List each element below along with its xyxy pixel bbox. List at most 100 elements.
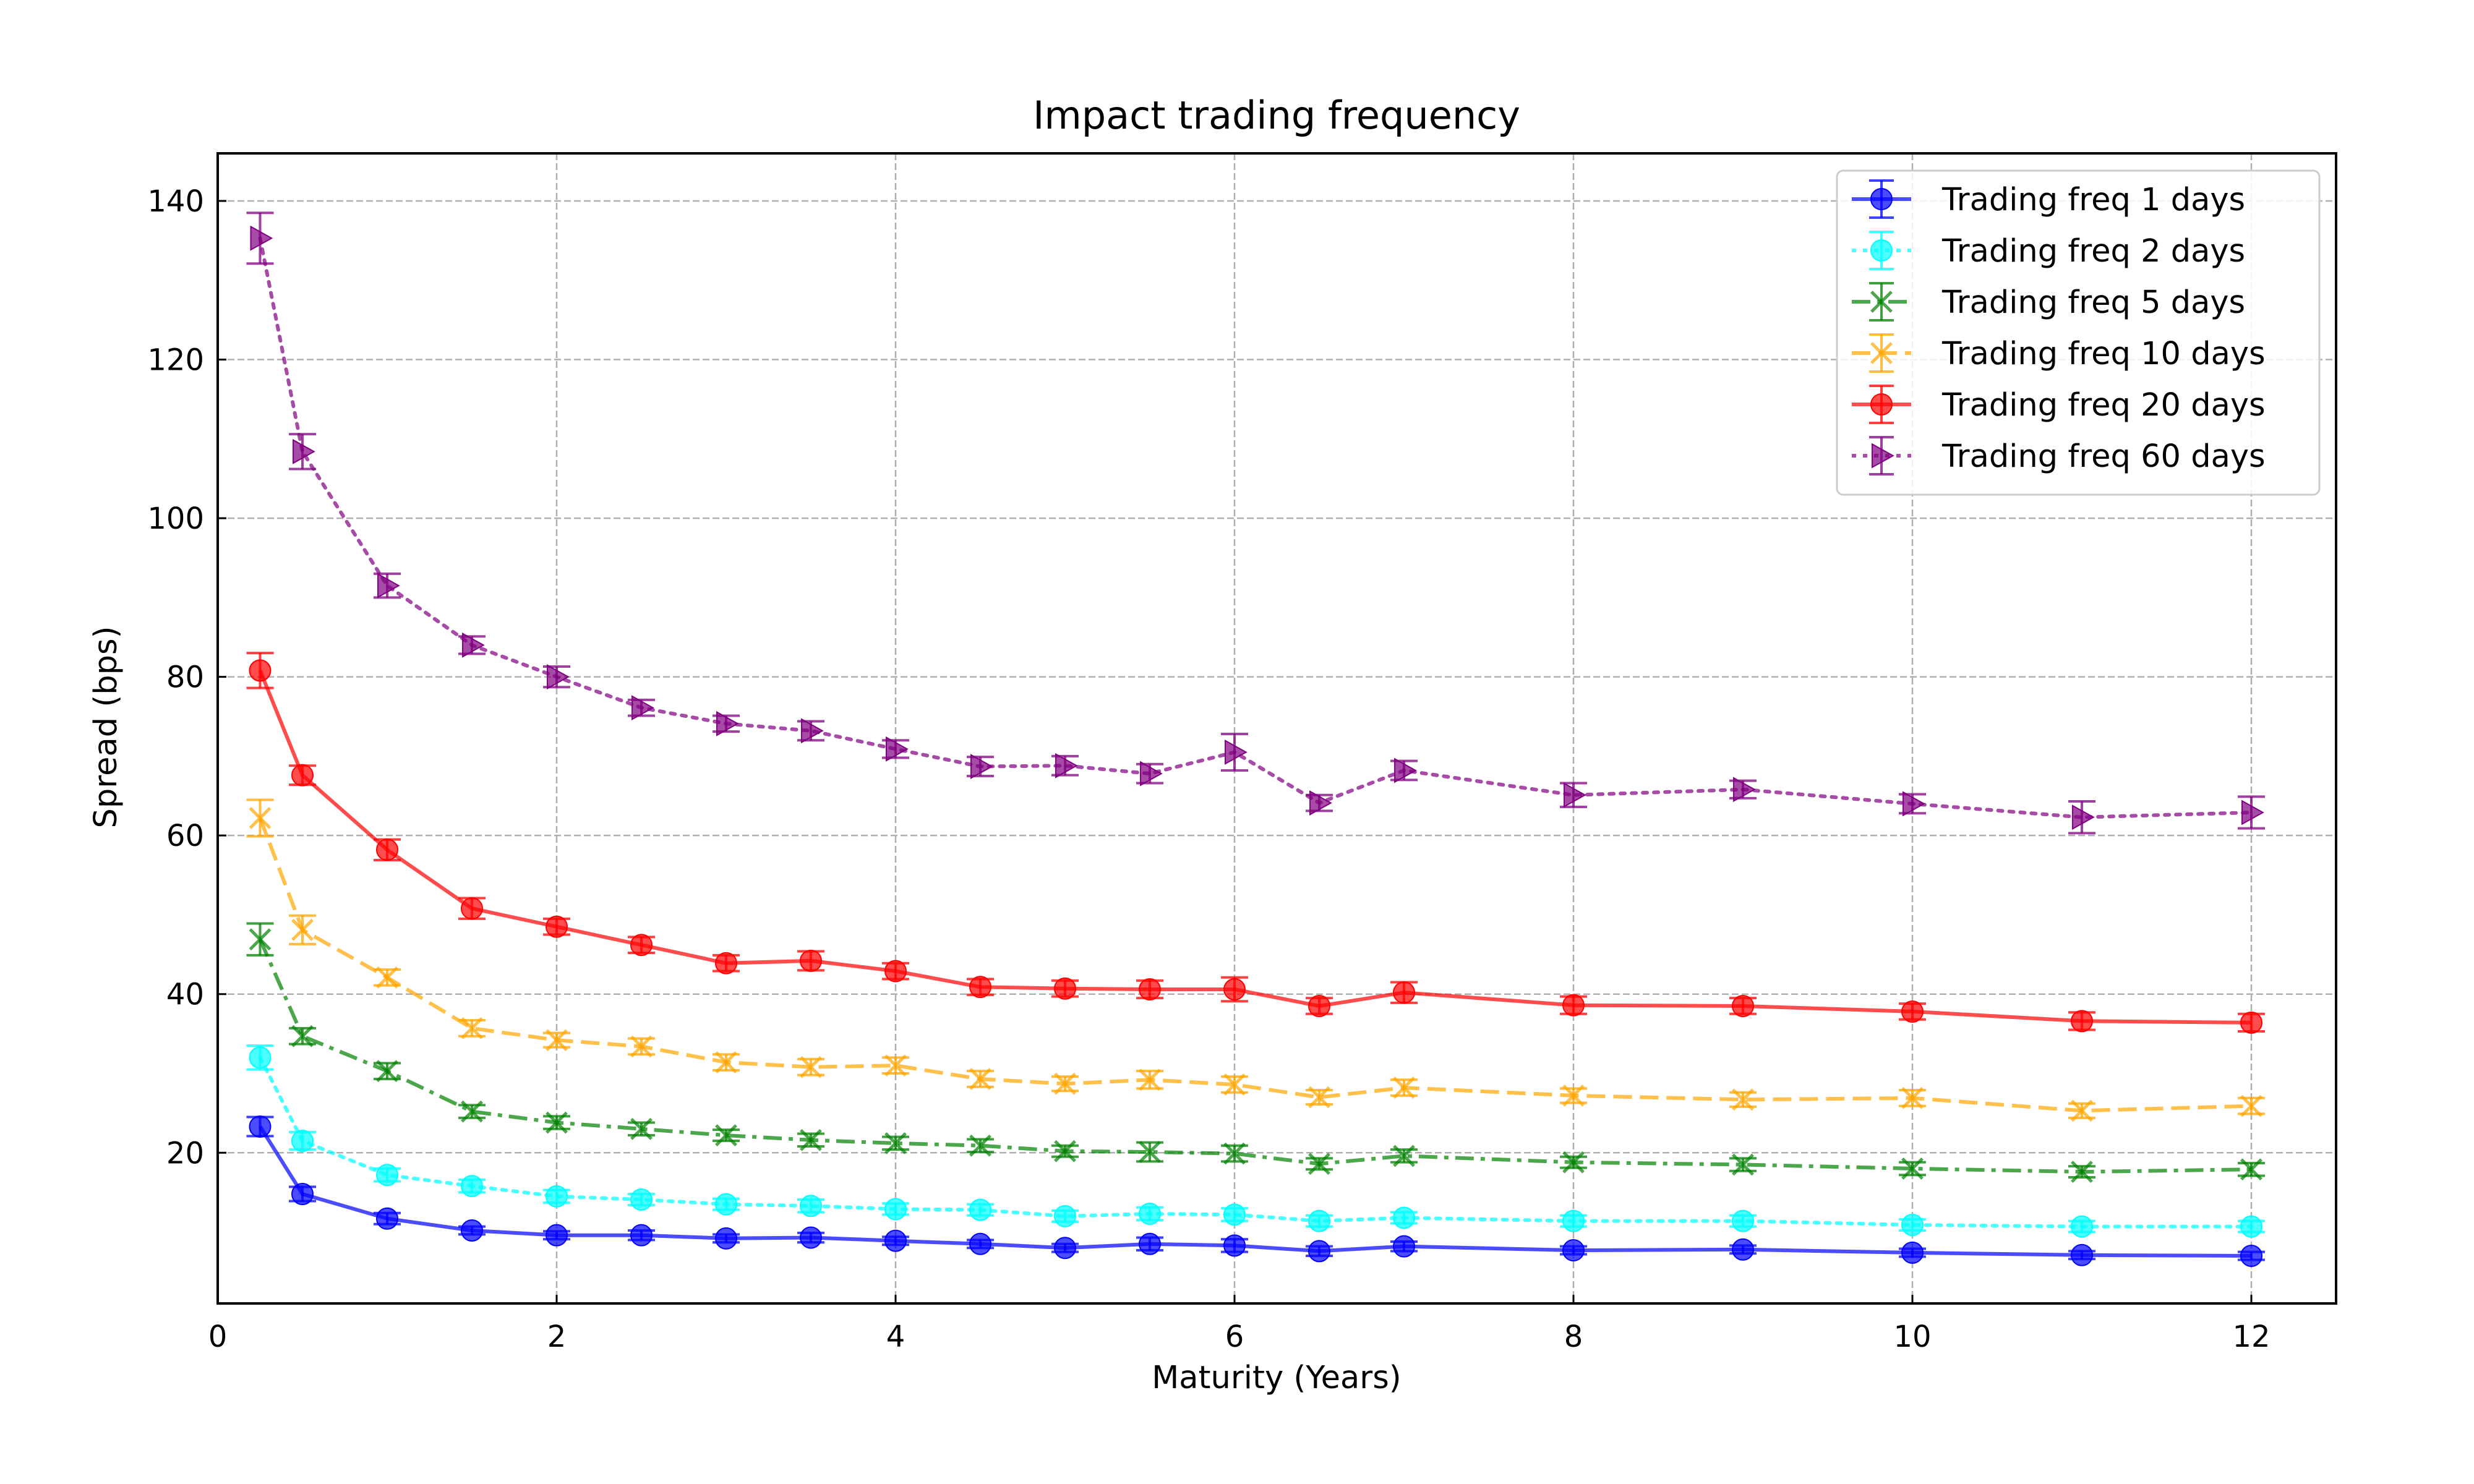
- legend-label: Trading freq 60 days: [1941, 438, 2266, 475]
- data-point: [249, 1115, 272, 1138]
- data-point: [800, 1226, 822, 1249]
- data-point: [2240, 1158, 2262, 1181]
- plot-frame: [216, 152, 2337, 1305]
- data-point: [1733, 777, 1756, 803]
- legend-label: Trading freq 10 days: [1941, 336, 2266, 372]
- data-point: [2240, 1245, 2262, 1268]
- data-point: [1394, 757, 1417, 783]
- series-4: [246, 798, 2265, 1122]
- series-line: [258, 817, 2252, 1113]
- data-point: [630, 934, 653, 957]
- data-point: [1054, 1237, 1076, 1260]
- data-point: [1054, 1140, 1076, 1162]
- data-point: [291, 1025, 314, 1047]
- data-point: [1901, 1241, 1924, 1264]
- data-point: [1732, 994, 1754, 1017]
- data-point: [1308, 1240, 1330, 1263]
- data-point: [1309, 790, 1332, 816]
- legend-label: Trading freq 5 days: [1941, 284, 2245, 321]
- data-point: [376, 1060, 398, 1083]
- data-point: [376, 1164, 398, 1187]
- data-point: [1223, 1073, 1246, 1096]
- series-1: [246, 1115, 2265, 1268]
- data-point: [249, 659, 272, 682]
- data-point: [291, 1182, 314, 1205]
- legend-label: Trading freq 2 days: [1941, 233, 2245, 270]
- data-point: [293, 438, 315, 464]
- data-point: [1223, 1142, 1246, 1165]
- data-point: [461, 1017, 483, 1039]
- data-point: [1901, 1086, 1924, 1109]
- data-point: [1140, 761, 1163, 787]
- data-point: [377, 573, 400, 599]
- data-point: [969, 1198, 991, 1221]
- data-point: [715, 1193, 737, 1216]
- data-point: [884, 1198, 907, 1221]
- data-point: [1732, 1238, 1754, 1261]
- data-point: [630, 1035, 653, 1058]
- y-tick-label: 120: [147, 343, 204, 378]
- legend-entry: Trading freq 10 days: [1852, 333, 2266, 373]
- data-point: [969, 1134, 991, 1157]
- data-point: [1901, 1158, 1924, 1180]
- data-point: [884, 960, 907, 983]
- data-point: [2071, 1215, 2093, 1238]
- data-point: [715, 1051, 737, 1073]
- y-axis-label: Spread (bps): [88, 626, 124, 829]
- data-point: [1139, 1203, 1161, 1226]
- data-point: [970, 754, 993, 779]
- y-tick-label: 20: [166, 1136, 204, 1171]
- data-point: [800, 1195, 822, 1217]
- data-point: [1562, 1085, 1585, 1107]
- data-point: [969, 1068, 991, 1090]
- x-tick-label: 8: [1564, 1320, 1583, 1354]
- y-tick-label: 40: [166, 978, 204, 1012]
- data-point: [2240, 1215, 2262, 1238]
- data-point: [884, 1054, 907, 1077]
- legend-marker: [1870, 393, 1893, 416]
- data-point: [546, 1029, 568, 1052]
- data-point: [630, 1188, 653, 1211]
- series-layer: [246, 211, 2265, 1268]
- data-point: [1054, 1205, 1076, 1227]
- data-point: [546, 1111, 568, 1134]
- data-point: [1562, 1151, 1585, 1174]
- legend-entry: Trading freq 1 days: [1852, 179, 2245, 219]
- data-point: [1903, 791, 1925, 817]
- y-tick-label: 100: [147, 501, 204, 536]
- data-point: [249, 1046, 272, 1069]
- data-point: [2071, 1010, 2093, 1033]
- y-tick-label: 60: [166, 819, 204, 853]
- data-point: [1223, 978, 1246, 1001]
- data-point: [1225, 740, 1248, 765]
- data-point: [1393, 1077, 1415, 1099]
- data-point: [716, 710, 739, 736]
- legend-marker: [1870, 188, 1893, 210]
- x-axis-label: Maturity (Years): [1152, 1360, 1401, 1396]
- series-line: [258, 1125, 2252, 1258]
- legend-label: Trading freq 20 days: [1941, 387, 2266, 424]
- data-point: [1732, 1153, 1754, 1176]
- data-point: [1901, 1000, 1924, 1023]
- x-tick-label: 2: [547, 1320, 567, 1354]
- data-point: [800, 1055, 822, 1078]
- data-point: [2240, 1094, 2262, 1117]
- legend-entry: Trading freq 20 days: [1852, 385, 2266, 424]
- legend-label: Trading freq 1 days: [1941, 182, 2245, 218]
- data-point: [1139, 1068, 1161, 1091]
- data-point: [715, 1124, 737, 1146]
- data-point: [1901, 1214, 1924, 1237]
- series-3: [246, 922, 2265, 1183]
- data-point: [2071, 1161, 2093, 1183]
- data-point: [249, 928, 272, 951]
- data-point: [1308, 1153, 1330, 1175]
- data-point: [461, 897, 483, 920]
- data-point: [1732, 1088, 1754, 1111]
- data-point: [884, 1229, 907, 1252]
- data-point: [1139, 1141, 1161, 1163]
- series-line: [258, 670, 2252, 1025]
- data-point: [715, 952, 737, 974]
- data-point: [1139, 978, 1161, 1001]
- series-6: [246, 211, 2265, 835]
